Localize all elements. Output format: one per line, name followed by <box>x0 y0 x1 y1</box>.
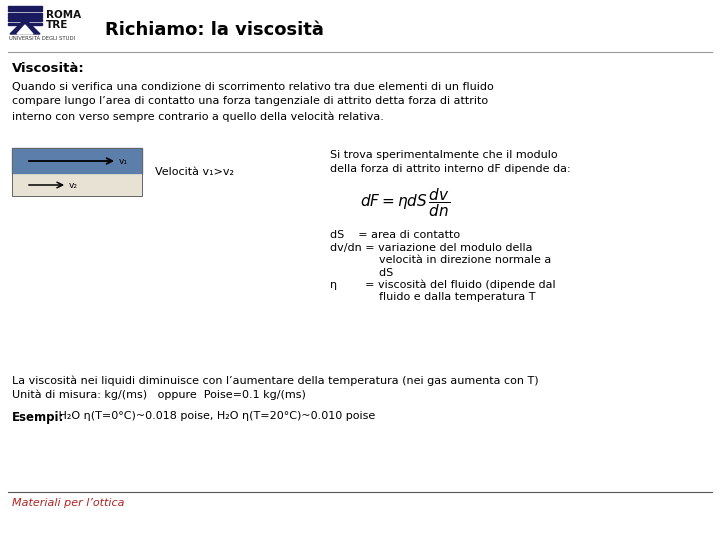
Text: v₂: v₂ <box>69 180 78 190</box>
Text: v₁: v₁ <box>119 157 128 165</box>
Text: Richiamo: la viscosità: Richiamo: la viscosità <box>105 21 324 39</box>
Bar <box>8 12 42 15</box>
Text: La viscosità nei liquidi diminuisce con l’aumentare della temperatura (nei gas a: La viscosità nei liquidi diminuisce con … <box>12 375 539 386</box>
Bar <box>12 148 142 174</box>
Polygon shape <box>10 19 40 34</box>
Text: H₂O η(T=0°C)~0.018 poise, H₂O η(T=20°C)~0.010 poise: H₂O η(T=0°C)~0.018 poise, H₂O η(T=20°C)~… <box>55 411 375 421</box>
Text: Viscosità:: Viscosità: <box>12 62 85 75</box>
Bar <box>8 16 42 18</box>
Bar <box>12 148 142 196</box>
Text: Si trova sperimentalmente che il modulo
della forza di attrito interno dF dipend: Si trova sperimentalmente che il modulo … <box>330 150 571 174</box>
Bar <box>8 6 42 8</box>
Text: Velocità v₁>v₂: Velocità v₁>v₂ <box>155 167 234 177</box>
Text: dv/dn = variazione del modulo della: dv/dn = variazione del modulo della <box>330 242 533 253</box>
Bar <box>8 19 42 22</box>
Polygon shape <box>17 25 33 34</box>
Text: fluido e dalla temperatura T: fluido e dalla temperatura T <box>330 293 536 302</box>
Bar <box>8 23 42 25</box>
Text: Quando si verifica una condizione di scorrimento relativo tra due elementi di un: Quando si verifica una condizione di sco… <box>12 82 494 122</box>
Bar <box>8 9 42 11</box>
Text: Unità di misura: kg/(ms)   oppure  Poise=0.1 kg/(ms): Unità di misura: kg/(ms) oppure Poise=0.… <box>12 390 306 401</box>
Text: TRE: TRE <box>46 20 68 30</box>
Bar <box>12 174 142 196</box>
Text: $dF = \eta dS\, \dfrac{dv}{dn}$: $dF = \eta dS\, \dfrac{dv}{dn}$ <box>360 186 450 219</box>
Text: velocità in direzione normale a: velocità in direzione normale a <box>330 255 552 265</box>
Text: ROMA: ROMA <box>46 10 81 20</box>
Text: dS    = area di contatto: dS = area di contatto <box>330 230 460 240</box>
Text: UNIVERSITÀ DEGLI STUDI: UNIVERSITÀ DEGLI STUDI <box>9 36 75 41</box>
Text: Esempi:: Esempi: <box>12 411 64 424</box>
Text: η        = viscosità del fluido (dipende dal: η = viscosità del fluido (dipende dal <box>330 280 556 291</box>
Text: dS: dS <box>330 267 393 278</box>
Text: Materiali per l’ottica: Materiali per l’ottica <box>12 498 125 508</box>
